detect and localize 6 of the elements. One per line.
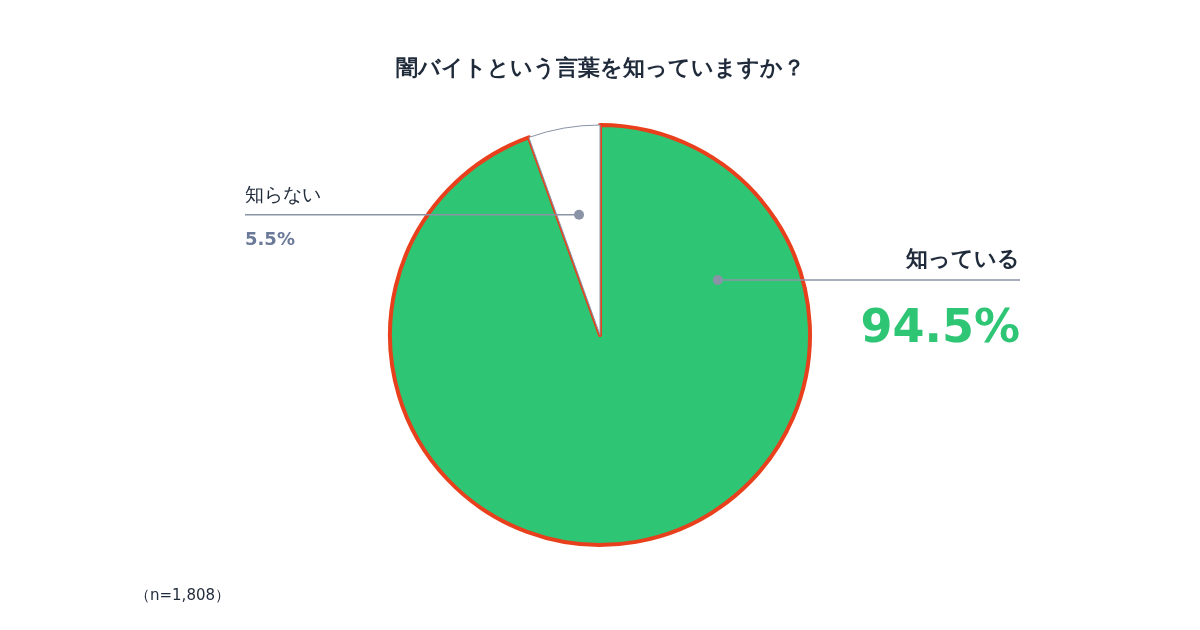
data-label: 94.5% bbox=[860, 299, 1020, 354]
data-label: 5.5% bbox=[245, 227, 295, 249]
text: （n=1,808） bbox=[135, 586, 231, 604]
slice-label: 知らない bbox=[245, 182, 321, 205]
slice-label: 知っている bbox=[905, 246, 1020, 272]
chart-title: 闇バイトという言葉を知っていますか？ bbox=[395, 55, 805, 80]
